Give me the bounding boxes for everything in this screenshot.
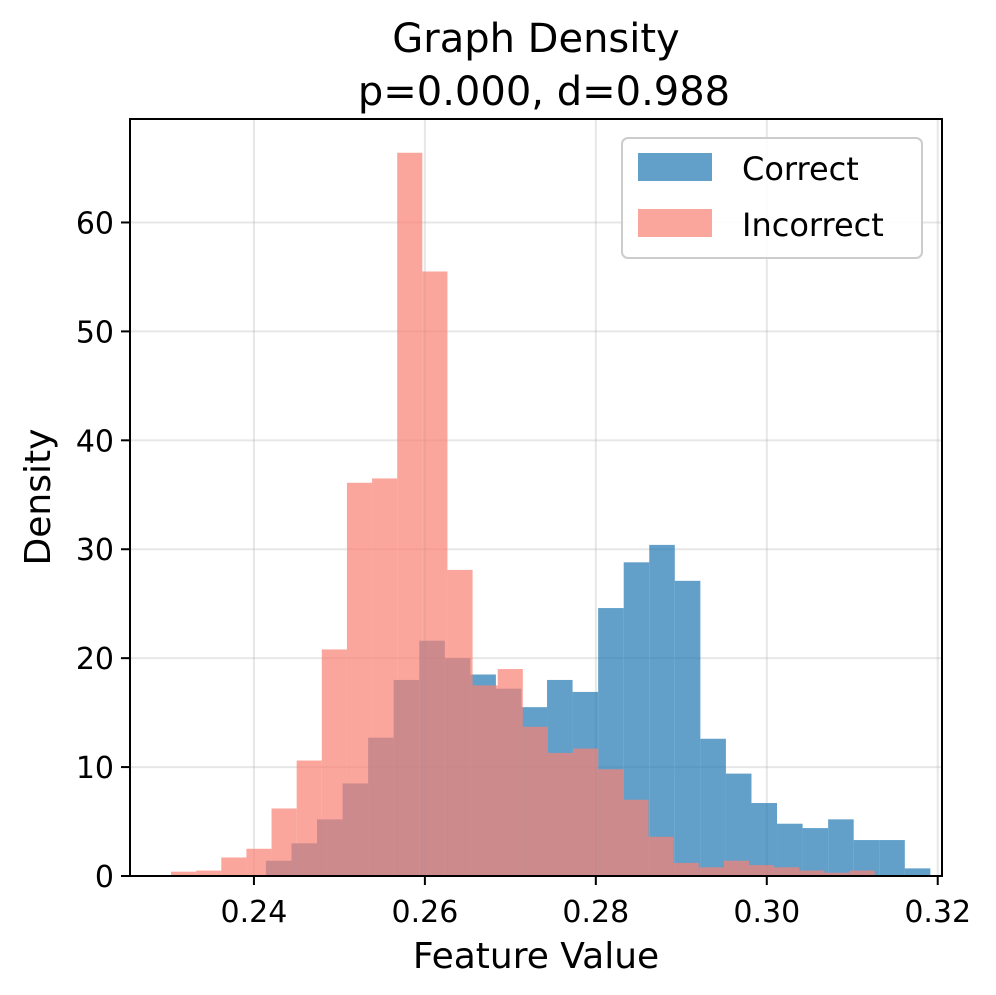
- bar-correct-23: [853, 840, 880, 876]
- bar-correct-25: [904, 868, 931, 876]
- bar-incorrect-24: [774, 867, 800, 876]
- bar-incorrect-16: [573, 748, 599, 876]
- bar-incorrect-8: [372, 478, 398, 876]
- y-tick-label-4: 40: [76, 424, 114, 459]
- x-tick-label-2: 0.28: [562, 895, 629, 930]
- bar-correct-15: [649, 544, 675, 876]
- chart-subtitle: p=0.000, d=0.988: [358, 69, 730, 115]
- bar-incorrect-5: [296, 760, 322, 876]
- bar-incorrect-0: [171, 871, 197, 876]
- bar-incorrect-18: [623, 799, 649, 876]
- x-tick-label-4: 0.32: [904, 895, 971, 930]
- y-tick-label-0: 0: [95, 860, 114, 895]
- legend-label-correct: Correct: [742, 150, 859, 188]
- y-tick-label-3: 30: [76, 533, 114, 568]
- bar-incorrect-4: [271, 808, 297, 876]
- bar-correct-18: [725, 773, 752, 876]
- bar-incorrect-2: [221, 857, 247, 876]
- chart-title: Graph Density: [392, 16, 679, 62]
- y-tick-label-5: 50: [76, 315, 114, 350]
- bar-incorrect-1: [196, 870, 222, 876]
- bar-incorrect-14: [522, 726, 548, 876]
- bar-incorrect-21: [698, 867, 724, 876]
- y-axis-label: Density: [18, 429, 59, 566]
- bar-incorrect-3: [246, 848, 272, 876]
- bar-correct-24: [879, 840, 905, 876]
- y-axis-ticks: 0 10 20 30 40 50 60: [76, 206, 130, 895]
- bar-incorrect-9: [397, 152, 423, 876]
- bar-incorrect-22: [723, 860, 750, 876]
- bar-incorrect-7: [346, 482, 373, 876]
- bar-incorrect-17: [598, 769, 624, 876]
- bar-correct-21: [802, 828, 829, 876]
- legend: Correct Incorrect: [621, 137, 923, 259]
- bar-incorrect-19: [648, 836, 674, 876]
- bar-incorrect-26: [824, 872, 850, 876]
- legend-swatch-correct: [638, 153, 712, 181]
- y-tick-label-1: 10: [76, 751, 114, 786]
- bar-incorrect-10: [422, 271, 448, 876]
- bar-incorrect-25: [799, 870, 825, 876]
- plot-frame: [129, 118, 943, 877]
- bar-correct-22: [828, 819, 854, 876]
- x-tick-label-0: 0.24: [221, 895, 288, 930]
- bar-correct-17: [700, 738, 726, 876]
- y-tick-label-6: 60: [76, 206, 114, 241]
- x-axis-ticks: 0.24 0.26 0.28 0.30 0.32: [221, 876, 971, 930]
- bar-incorrect-20: [673, 862, 699, 876]
- bar-incorrect-13: [497, 669, 523, 876]
- bar-correct-16: [674, 580, 701, 876]
- legend-label-incorrect: Incorrect: [742, 206, 884, 244]
- x-axis-label: Feature Value: [413, 936, 659, 977]
- bar-incorrect-23: [749, 865, 775, 876]
- bar-incorrect-11: [447, 569, 473, 876]
- legend-swatch-incorrect: [638, 209, 712, 237]
- bar-incorrect-15: [547, 752, 574, 876]
- x-tick-label-3: 0.30: [733, 895, 800, 930]
- y-tick-label-2: 20: [76, 642, 114, 677]
- histogram-bars: [171, 152, 931, 876]
- series-incorrect: [171, 152, 875, 876]
- bar-incorrect-6: [321, 649, 347, 876]
- x-tick-label-1: 0.26: [391, 895, 458, 930]
- bar-incorrect-12: [472, 685, 498, 876]
- bar-correct-19: [751, 803, 778, 876]
- bar-incorrect-27: [849, 870, 875, 876]
